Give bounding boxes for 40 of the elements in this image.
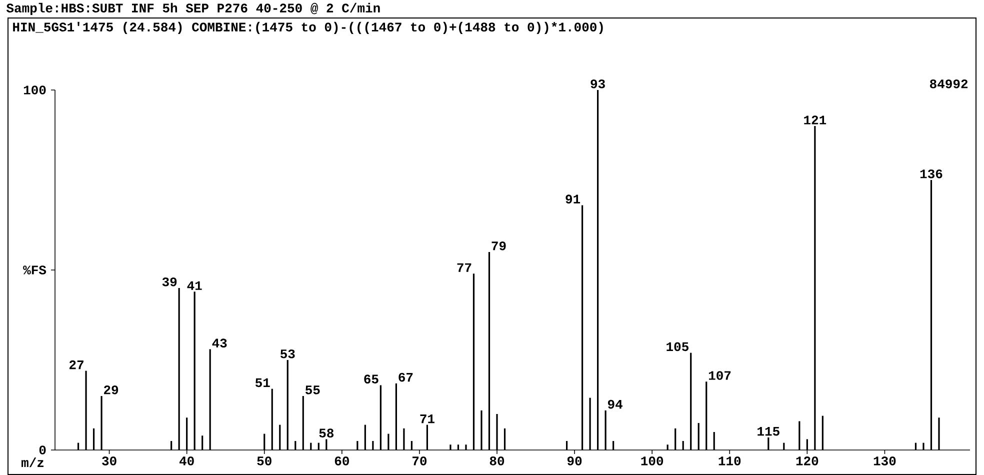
x-tick-label: 100 (641, 456, 664, 466)
x-tick-label: 80 (490, 456, 504, 466)
annotation: 94 (608, 400, 622, 409)
annotation: 67 (398, 372, 413, 382)
annotation: 71 (420, 414, 434, 424)
annotation: 43 (212, 338, 227, 348)
annotation: 65 (364, 374, 378, 384)
chart-title: Sample:HBS:SUBT INF 5h SEP P276 40-250 @ 2 C/min (6, 2, 380, 16)
annotation: 51 (255, 378, 270, 388)
annotation: 55 (306, 386, 320, 394)
annotation: 27 (70, 360, 84, 370)
annotation: 121 (804, 116, 826, 124)
annotation: 79 (492, 241, 506, 250)
text: 84992 (930, 79, 968, 88)
x-tick-label: 130 (874, 456, 896, 466)
annotation: 93 (590, 79, 605, 88)
annotation: 58 (319, 428, 334, 438)
y-tick-label: 100 (24, 86, 46, 94)
annotation: 53 (280, 349, 295, 358)
x-tick-label: 120 (796, 456, 818, 466)
annotation: 105 (666, 342, 688, 352)
y-tick-label: 0 (39, 446, 46, 454)
x-tick-label: 110 (718, 456, 741, 466)
annotation: 29 (104, 385, 118, 394)
x-axis-title: m/z (22, 458, 44, 468)
x-tick-label: 90 (567, 456, 582, 466)
annotation: 136 (920, 169, 942, 178)
annotation: 107 (708, 371, 731, 380)
annotation: 91 (566, 194, 580, 204)
chart-subtitle: HIN_5GS1'1475 (24.584) COMBINE:(1475 to 0)-(((1467 to 0)+(1488 to 0))*1.000) (13, 22, 603, 34)
x-tick-label: 50 (257, 456, 272, 466)
annotation: 39 (162, 277, 177, 286)
x-tick-label: 30 (102, 456, 116, 466)
y-tick-label: %FS (23, 266, 46, 274)
x-tick-label: 60 (334, 456, 349, 466)
annotation: 41 (187, 281, 202, 290)
x-tick-label: 40 (179, 456, 194, 466)
x-tick-label: 70 (412, 456, 427, 466)
annotation: 115 (758, 427, 780, 436)
annotation: 77 (457, 263, 472, 272)
